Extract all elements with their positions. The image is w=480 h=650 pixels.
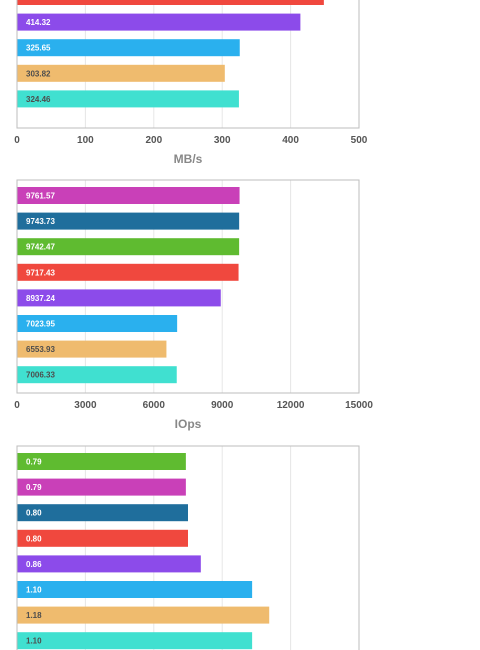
bar — [17, 0, 324, 5]
bar — [17, 555, 201, 573]
bar — [17, 39, 240, 57]
x-tick-label: 6000 — [143, 400, 166, 411]
bar-value-label: 325.65 — [26, 44, 51, 53]
bar-value-label: 0.80 — [26, 509, 42, 518]
bar — [17, 263, 239, 281]
bar — [17, 238, 240, 256]
bar-value-label: 0.86 — [26, 560, 42, 569]
x-tick-label: 0 — [14, 400, 20, 411]
x-tick-label: 100 — [77, 135, 94, 146]
bar-value-label: 324.46 — [26, 95, 51, 104]
bar-value-label: 7023.95 — [26, 320, 55, 329]
bar — [17, 13, 301, 31]
x-tick-label: 300 — [214, 135, 231, 146]
bar — [17, 478, 186, 496]
bar — [17, 315, 178, 332]
bar — [17, 289, 221, 307]
x-tick-label: 9000 — [211, 400, 234, 411]
bar-value-label: 1.18 — [26, 611, 42, 620]
bar — [17, 581, 253, 598]
bar — [17, 529, 188, 547]
bar-value-label: 7006.33 — [26, 371, 55, 380]
x-tick-label: 500 — [351, 135, 368, 146]
x-tick-label: 15000 — [345, 400, 373, 411]
bar-value-label: 6553.93 — [26, 345, 55, 354]
chart-3: 0.79 0.79 0.80 0.80 0.86 1.10 1.18 1.10 — [16, 445, 360, 650]
bar — [17, 606, 270, 624]
bar-value-label: 303.82 — [26, 69, 51, 78]
bar-value-label: 0.79 — [26, 458, 42, 467]
bar-value-label: 1.10 — [26, 637, 42, 646]
chart-1: 448.63 414.32 325.65 303.82 324.46 0 100 200 300… — [14, 0, 368, 166]
bar — [17, 453, 186, 470]
bar — [17, 632, 253, 650]
bar — [17, 366, 177, 384]
bar-value-label: 414.32 — [26, 18, 51, 27]
x-tick-label: 3000 — [74, 400, 97, 411]
x-tick-label: 12000 — [277, 400, 305, 411]
bar-value-label: 9761.57 — [26, 192, 55, 201]
plot-frame — [16, 445, 360, 650]
bar — [17, 212, 240, 230]
x-tick-label: 0 — [14, 135, 20, 146]
bar — [17, 187, 240, 204]
x-tick-label: 200 — [145, 135, 162, 146]
x-tick-label: 400 — [282, 135, 299, 146]
bar-value-label: 9717.43 — [26, 268, 55, 277]
bar-value-label: 0.79 — [26, 483, 42, 492]
x-axis-title: IOps — [175, 417, 202, 431]
bar — [17, 340, 167, 358]
chart-2: 9761.57 9743.73 9742.47 9717.43 8937.24 7023.… — [14, 179, 373, 431]
bar — [17, 64, 225, 82]
bar-value-label: 1.10 — [26, 586, 42, 595]
bar-value-label: 448.63 — [26, 0, 51, 2]
bar-value-label: 9743.73 — [26, 217, 55, 226]
plot-frame — [16, 0, 360, 129]
x-axis-title: MB/s — [174, 152, 203, 166]
bar-value-label: 8937.24 — [26, 294, 55, 303]
bar — [17, 90, 239, 108]
bar-value-label: 9742.47 — [26, 243, 55, 252]
bar-value-label: 0.80 — [26, 534, 42, 543]
plot-frame — [16, 179, 360, 394]
bar — [17, 504, 188, 522]
